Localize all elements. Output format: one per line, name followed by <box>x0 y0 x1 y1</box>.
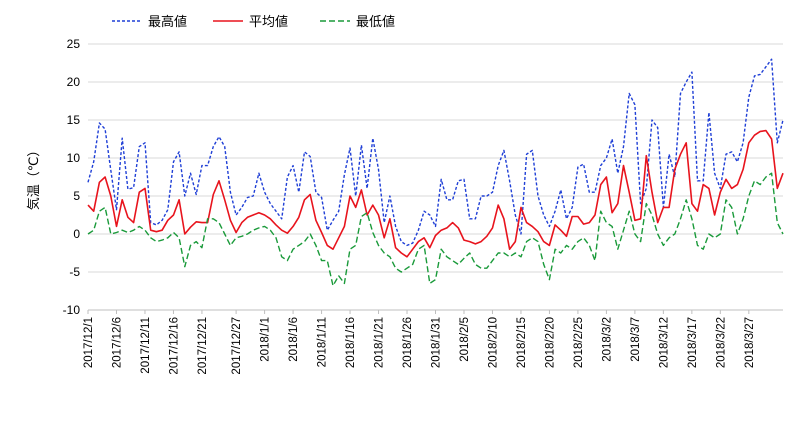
x-tick-label: 2018/3/12 <box>658 317 670 368</box>
x-tick-label: 2018/2/20 <box>544 317 556 368</box>
y-tick-label: -5 <box>69 265 80 279</box>
legend-label: 平均値 <box>249 14 288 29</box>
y-tick-label: 0 <box>73 227 80 241</box>
x-tick-label: 2018/1/26 <box>402 317 414 368</box>
y-tick-label: 10 <box>67 151 81 165</box>
x-tick-label: 2017/12/21 <box>197 317 209 375</box>
legend-label: 最高値 <box>148 14 187 29</box>
y-tick-label: 15 <box>67 113 81 127</box>
x-tick-label: 2018/3/22 <box>715 317 727 368</box>
x-tick-label: 2018/3/7 <box>630 317 642 362</box>
x-tick-label: 2017/12/1 <box>83 317 95 368</box>
legend-label: 最低値 <box>356 14 395 29</box>
x-tick-label: 2018/3/17 <box>687 317 699 368</box>
x-tick-label: 2018/1/31 <box>431 317 443 368</box>
gridlines <box>88 43 783 311</box>
x-tick-label: 2018/1/21 <box>374 317 386 368</box>
x-tick-label: 2018/2/10 <box>487 317 499 368</box>
x-tick-label: 2018/1/11 <box>317 317 329 367</box>
x-tick-label: 2018/3/2 <box>601 317 613 362</box>
x-tick-label: 2018/1/16 <box>345 317 357 368</box>
x-tick-label: 2017/12/6 <box>111 317 123 368</box>
y-tick-label: 25 <box>67 37 81 51</box>
y-tick-label: -10 <box>63 303 81 317</box>
x-tick-label: 2018/3/27 <box>744 317 756 368</box>
x-tick-label: 2017/12/16 <box>168 317 180 375</box>
y-tick-label: 5 <box>73 189 80 203</box>
y-axis-label: 気温（℃） <box>26 144 41 211</box>
x-tick-label: 2017/12/27 <box>231 317 243 375</box>
series-line <box>87 58 784 247</box>
legend: 最高値 平均値 最低値 <box>112 14 395 29</box>
series-line <box>87 129 784 258</box>
x-tick-label: 2018/2/25 <box>573 317 585 368</box>
x-tick-label: 2017/12/11 <box>140 317 152 374</box>
axes: -10 -5 0 5 10 15 20 25 2017/12/1 2017/12/6 2017/12… <box>63 37 783 375</box>
series-lines <box>87 58 784 287</box>
y-tick-label: 20 <box>67 75 81 89</box>
x-tick-label: 2018/2/15 <box>516 317 528 368</box>
x-tick-label: 2018/2/5 <box>459 317 471 362</box>
x-tick-label: 2018/1/6 <box>288 317 300 362</box>
x-tick-label: 2018/1/1 <box>260 317 272 362</box>
series-line <box>87 172 784 287</box>
